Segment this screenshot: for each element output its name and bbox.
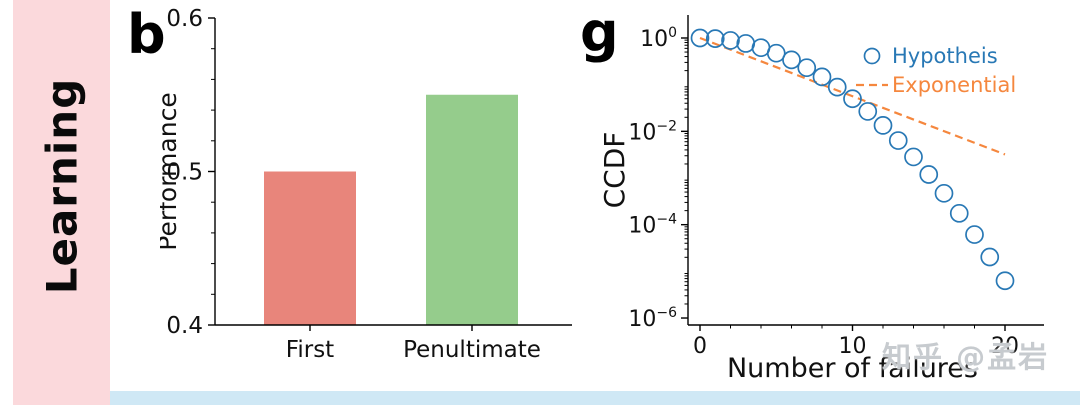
svg-text:10−2: 10−2 bbox=[628, 118, 677, 145]
svg-text:Penultimate: Penultimate bbox=[403, 337, 541, 363]
svg-text:0.4: 0.4 bbox=[166, 313, 203, 339]
svg-text:Hypotheis: Hypotheis bbox=[892, 44, 998, 68]
svg-text:CCDF: CCDF bbox=[600, 132, 631, 209]
svg-text:Number of failures: Number of failures bbox=[727, 353, 978, 384]
svg-text:First: First bbox=[286, 337, 334, 363]
svg-text:10−4: 10−4 bbox=[628, 212, 677, 239]
svg-text:0: 0 bbox=[693, 334, 707, 359]
ccdf-chart: 100 10−2 10−4 10−6 0 10 20 Number of failures CC… bbox=[598, 0, 1080, 400]
svg-text:100: 100 bbox=[640, 25, 677, 52]
panel-b-label: b bbox=[127, 3, 166, 66]
svg-text:10: 10 bbox=[839, 334, 867, 359]
svg-text:Performance: Performance bbox=[160, 92, 182, 250]
watermark: 知乎 @孟岩 bbox=[882, 340, 1050, 374]
svg-text:10−6: 10−6 bbox=[628, 305, 677, 332]
ccdf-chart-svg: 100 10−2 10−4 10−6 0 10 20 Number of failures CC… bbox=[598, 15, 1044, 384]
bar-chart-svg: 0.4 0.5 0.6 First Penultimate Performance bbox=[153, 6, 572, 363]
row-band: Learning bbox=[13, 0, 110, 405]
row-label: Learning bbox=[37, 78, 86, 295]
svg-text:0.6: 0.6 bbox=[166, 6, 203, 32]
bar-chart: 0.4 0.5 0.6 First Penultimate Performance bbox=[153, 5, 585, 370]
bottom-strip bbox=[110, 391, 1080, 405]
svg-text:20: 20 bbox=[991, 334, 1019, 359]
svg-text:0.5: 0.5 bbox=[166, 160, 203, 186]
svg-text:Exponential: Exponential bbox=[892, 73, 1016, 97]
panel-g-label: g bbox=[580, 1, 619, 64]
